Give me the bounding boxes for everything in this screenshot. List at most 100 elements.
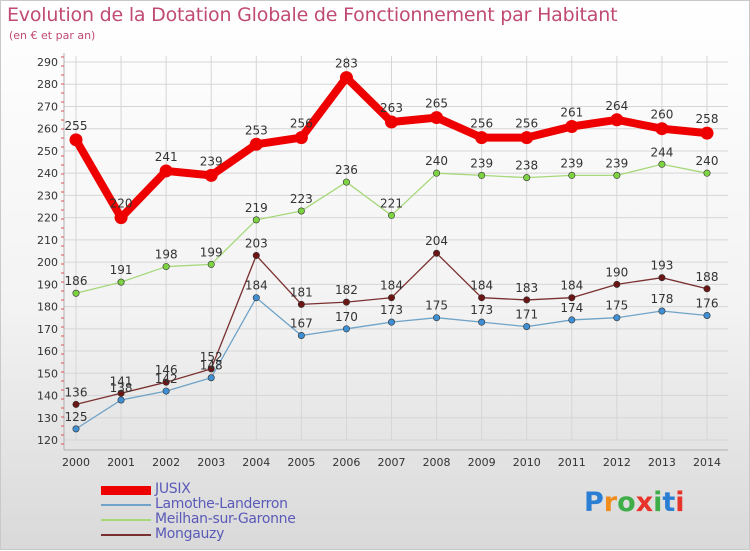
data-label: 256 [470,117,493,131]
data-point [72,289,80,297]
data-label: 220 [110,197,133,211]
data-label: 203 [245,236,268,250]
data-label: 265 [425,97,448,111]
data-point [478,318,486,326]
y-tick-label: 170 [37,323,58,336]
data-label: 178 [650,292,673,306]
data-label: 141 [110,374,133,388]
data-label: 173 [380,303,403,317]
data-point [297,331,305,339]
x-tick-label: 2006 [332,456,360,469]
data-point [117,396,125,404]
data-label: 167 [290,316,313,330]
data-point [162,263,170,271]
y-tick-label: 270 [37,100,58,113]
data-point [613,280,621,288]
data-point [385,115,398,129]
data-label: 171 [515,308,538,322]
data-label: 190 [605,265,628,279]
data-point [387,294,395,302]
x-tick-label: 2003 [197,456,225,469]
data-point [433,249,441,257]
data-point [613,171,621,179]
x-tick-label: 2002 [152,456,180,469]
x-tick-label: 2004 [242,456,270,469]
data-point [610,113,624,127]
data-label: 219 [245,201,268,215]
y-tick-label: 220 [37,212,58,225]
data-point [613,314,621,322]
data-label: 176 [696,296,719,310]
data-label: 264 [605,99,628,113]
data-label: 184 [560,279,583,293]
data-point [520,131,534,145]
data-label: 255 [65,119,88,133]
data-point [478,171,486,179]
proxiti-logo: Proxiti [584,487,685,518]
data-label: 236 [335,163,358,177]
y-tick-label: 250 [37,145,58,158]
data-point [433,314,441,322]
data-label: 263 [380,101,403,115]
data-label: 239 [470,156,493,170]
data-point [207,374,215,382]
data-point [297,207,305,215]
data-point [700,126,714,140]
legend-label: Lamothe-Landerron [155,496,288,512]
data-point [342,298,350,306]
y-tick-label: 240 [37,167,58,180]
data-point [703,311,711,319]
data-point [703,169,711,177]
data-label: 142 [155,372,178,386]
data-label: 238 [515,159,538,173]
y-tick-label: 200 [37,256,58,269]
data-label: 188 [696,270,719,284]
data-point [568,294,576,302]
data-point [339,71,353,85]
data-point [658,160,666,168]
data-point [523,296,531,304]
data-label: 146 [155,363,178,377]
data-label: 223 [290,192,313,206]
data-point [252,251,260,259]
x-tick-label: 2010 [513,456,541,469]
data-point [207,365,215,373]
data-point [69,133,83,147]
x-tick-label: 2007 [378,456,406,469]
data-point [568,171,576,179]
x-tick-label: 2008 [423,456,451,469]
y-tick-label: 150 [37,367,58,380]
data-label: 260 [650,108,673,122]
data-label: 240 [425,154,448,168]
data-point [342,325,350,333]
data-label: 258 [696,112,719,126]
data-label: 256 [515,117,538,131]
y-tick-label: 260 [37,123,58,136]
y-tick-label: 210 [37,234,58,247]
data-point [523,323,531,331]
data-point [658,307,666,315]
data-point [655,122,669,136]
data-label: 182 [335,283,358,297]
data-point [114,211,128,225]
x-tick-label: 2011 [558,456,586,469]
data-label: 184 [380,279,403,293]
y-tick-label: 290 [37,56,58,69]
y-tick-label: 190 [37,278,58,291]
y-tick-label: 120 [37,434,58,447]
data-label: 221 [380,196,403,210]
data-label: 186 [65,274,88,288]
y-tick-label: 280 [37,78,58,91]
data-label: 199 [200,245,223,259]
data-label: 193 [650,259,673,273]
legend-swatch [101,485,151,495]
data-point [658,274,666,282]
data-point [475,131,489,145]
data-point [117,389,125,397]
data-point [430,111,444,125]
data-point [252,294,260,302]
data-label: 138 [110,381,133,395]
x-tick-label: 2014 [693,456,721,469]
data-label: 152 [200,350,223,364]
